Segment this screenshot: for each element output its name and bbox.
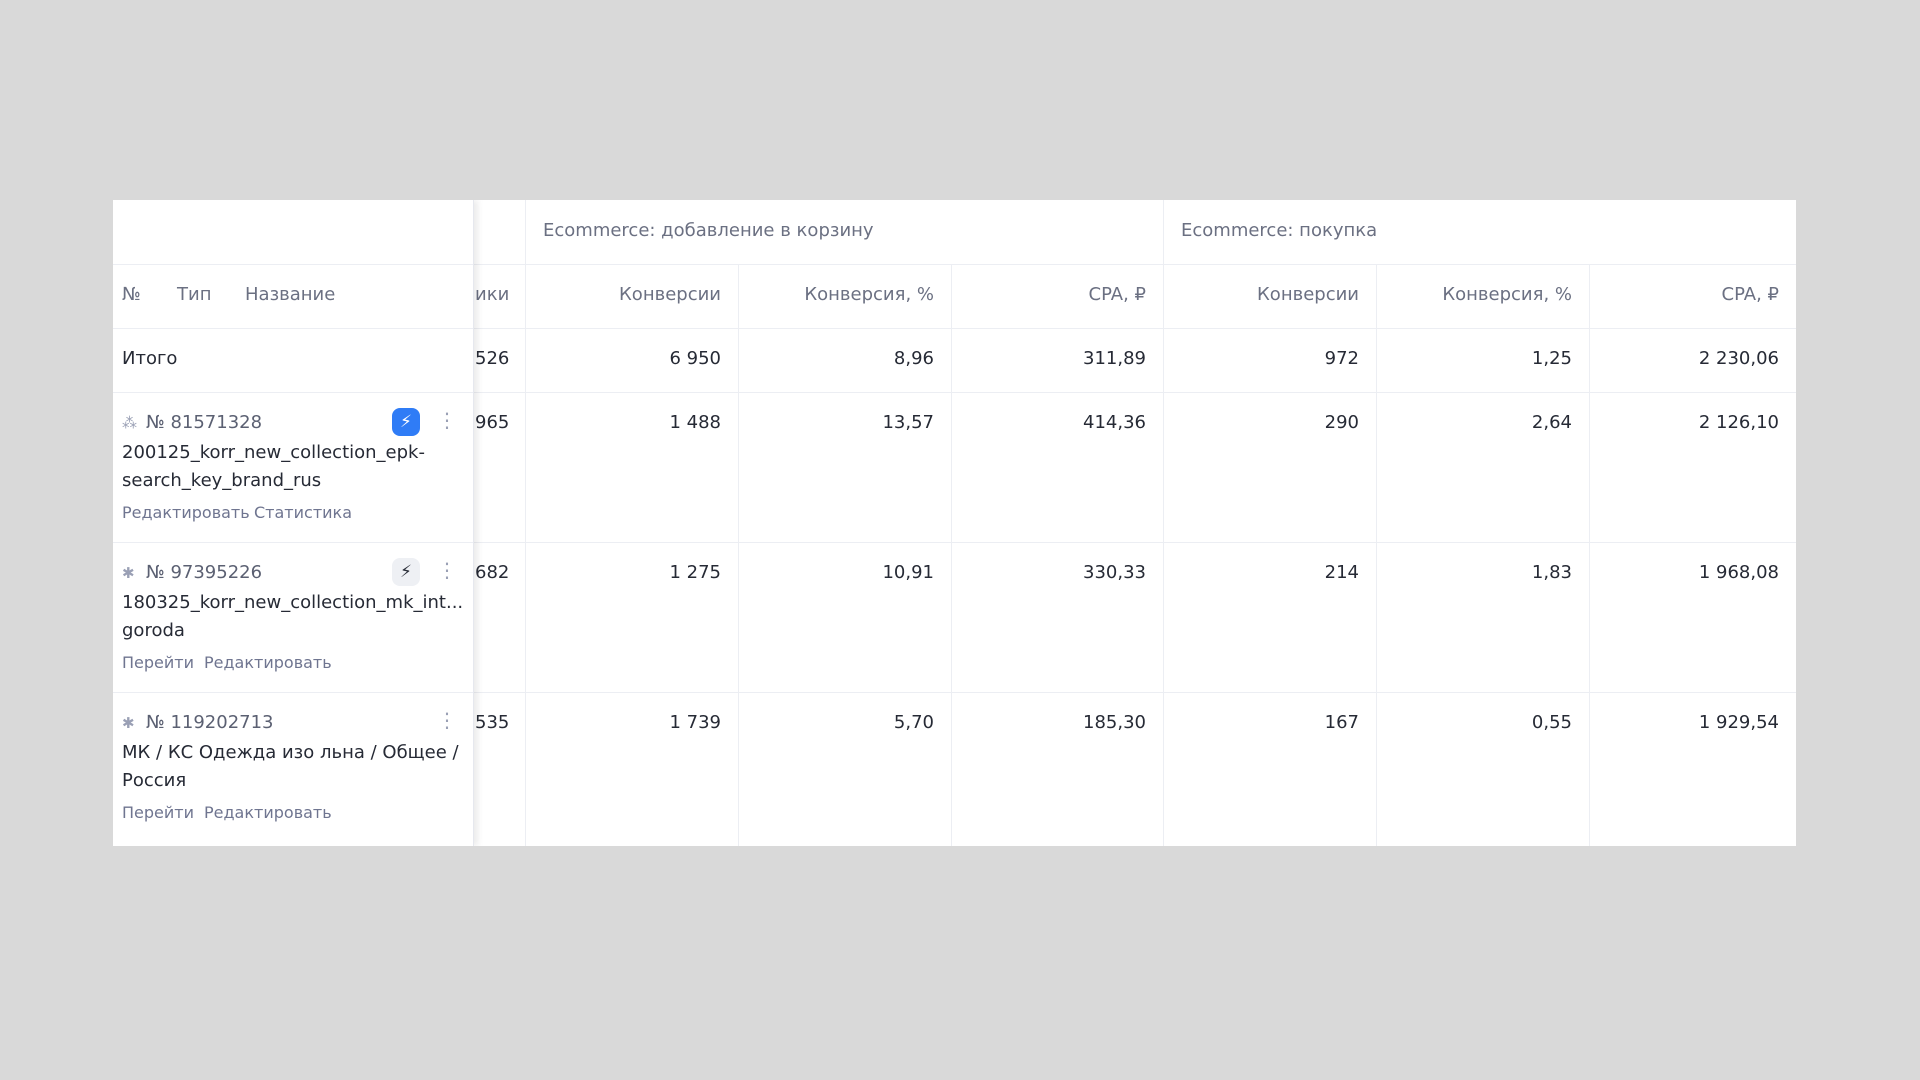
column-divider [1589,264,1590,846]
total-cell: 6 950 [669,348,721,369]
table-cell: 5,70 [893,712,934,733]
row-divider [113,264,1796,265]
table-cell: 2,64 [1531,412,1572,433]
row-partial-value: 535 [475,712,510,733]
total-cell: 972 [1324,348,1359,369]
campaign-type-icon: ⁂ [122,414,137,432]
campaign-name[interactable]: 180325_korr_new_collection_mk_int... [122,592,464,613]
column-divider [1376,264,1377,846]
campaign-name-line2[interactable]: Россия [122,770,187,791]
table-cell: 10,91 [882,562,934,583]
campaign-link-edit[interactable]: Редактировать [204,653,332,672]
campaign-link-go[interactable]: Перейти [122,803,194,822]
group-header-purchase: Ecommerce: покупка [1181,220,1378,241]
total-partial-value: 526 [475,348,510,369]
column-header[interactable]: Конверсия, % [1442,284,1572,305]
campaign-link-edit[interactable]: Редактировать [122,503,250,522]
column-header[interactable]: CPA, ₽ [1088,284,1146,305]
table-cell: 214 [1324,562,1359,583]
row-divider [113,542,473,543]
campaign-id-text: № 97395226 [146,562,263,583]
autotargeting-bolt-icon[interactable]: ⚡ [392,558,420,586]
campaign-id: ✱ № 97395226 [122,562,262,583]
table-cell: 1,83 [1531,562,1572,583]
column-header-partial: ики [475,284,510,305]
total-label: Итого [122,348,178,369]
campaign-name[interactable]: 200125_korr_new_collection_epk- [122,442,425,463]
campaign-name-line2[interactable]: search_key_brand_rus [122,470,322,491]
column-header[interactable]: Конверсия, % [804,284,934,305]
column-header[interactable]: Конверсии [619,284,721,305]
row-divider [113,264,473,265]
column-divider [738,264,739,846]
total-cell: 8,96 [893,348,934,369]
column-divider [951,264,952,846]
row-divider [113,692,1796,693]
campaign-paused-icon: ✱ [122,714,135,732]
table-cell: 1 275 [669,562,721,583]
column-header-number[interactable]: № [122,284,141,305]
autotargeting-bolt-icon[interactable]: ⚡ [392,408,420,436]
group-divider [1163,200,1164,846]
campaign-link-go[interactable]: Перейти [122,653,194,672]
table-cell: 330,33 [1083,562,1146,583]
campaign-name-line2[interactable]: goroda [122,620,185,641]
row-divider [113,328,473,329]
group-header-cart: Ecommerce: добавление в корзину [543,220,874,241]
row-divider [113,328,1796,329]
table-cell: 13,57 [882,412,934,433]
campaign-link-statistics[interactable]: Статистика [254,503,352,522]
campaign-name[interactable]: МК / КС Одежда изо льна / Общее / [122,742,459,763]
table-cell: 1 739 [669,712,721,733]
campaign-id: ✱ № 119202713 [122,712,274,733]
row-partial-value: 682 [475,562,510,583]
statistics-table: Ecommerce: добавление в корзину Ecommerce… [113,200,1796,846]
table-cell: 290 [1324,412,1359,433]
more-options-icon[interactable]: ⋮ [437,558,457,582]
campaign-id: ⁂ № 81571328 [122,412,262,433]
row-divider [113,692,473,693]
more-options-icon[interactable]: ⋮ [437,408,457,432]
total-cell: 1,25 [1531,348,1572,369]
table-cell: 0,55 [1531,712,1572,733]
group-divider [525,200,526,846]
more-options-icon[interactable]: ⋮ [437,708,457,732]
frozen-name-column: № Тип Название Итого ⁂ № 81571328 ⚡ ⋮ 200125_kor… [113,200,474,846]
row-partial-value: 965 [475,412,510,433]
table-cell: 1 968,08 [1698,562,1779,583]
table-cell: 167 [1324,712,1359,733]
campaign-id-text: № 119202713 [146,712,274,733]
column-header[interactable]: CPA, ₽ [1721,284,1779,305]
campaign-paused-icon: ✱ [122,564,135,582]
column-header-type[interactable]: Тип [177,284,212,305]
table-cell: 1 488 [669,412,721,433]
row-divider [113,542,1796,543]
table-cell: 414,36 [1083,412,1146,433]
total-cell: 311,89 [1083,348,1146,369]
row-divider [113,392,1796,393]
campaign-link-edit[interactable]: Редактировать [204,803,332,822]
column-header-name[interactable]: Название [245,284,336,305]
table-cell: 1 929,54 [1698,712,1779,733]
total-cell: 2 230,06 [1698,348,1779,369]
table-cell: 185,30 [1083,712,1146,733]
table-cell: 2 126,10 [1698,412,1779,433]
row-divider [113,392,473,393]
column-header[interactable]: Конверсии [1257,284,1359,305]
campaign-id-text: № 81571328 [146,412,263,433]
